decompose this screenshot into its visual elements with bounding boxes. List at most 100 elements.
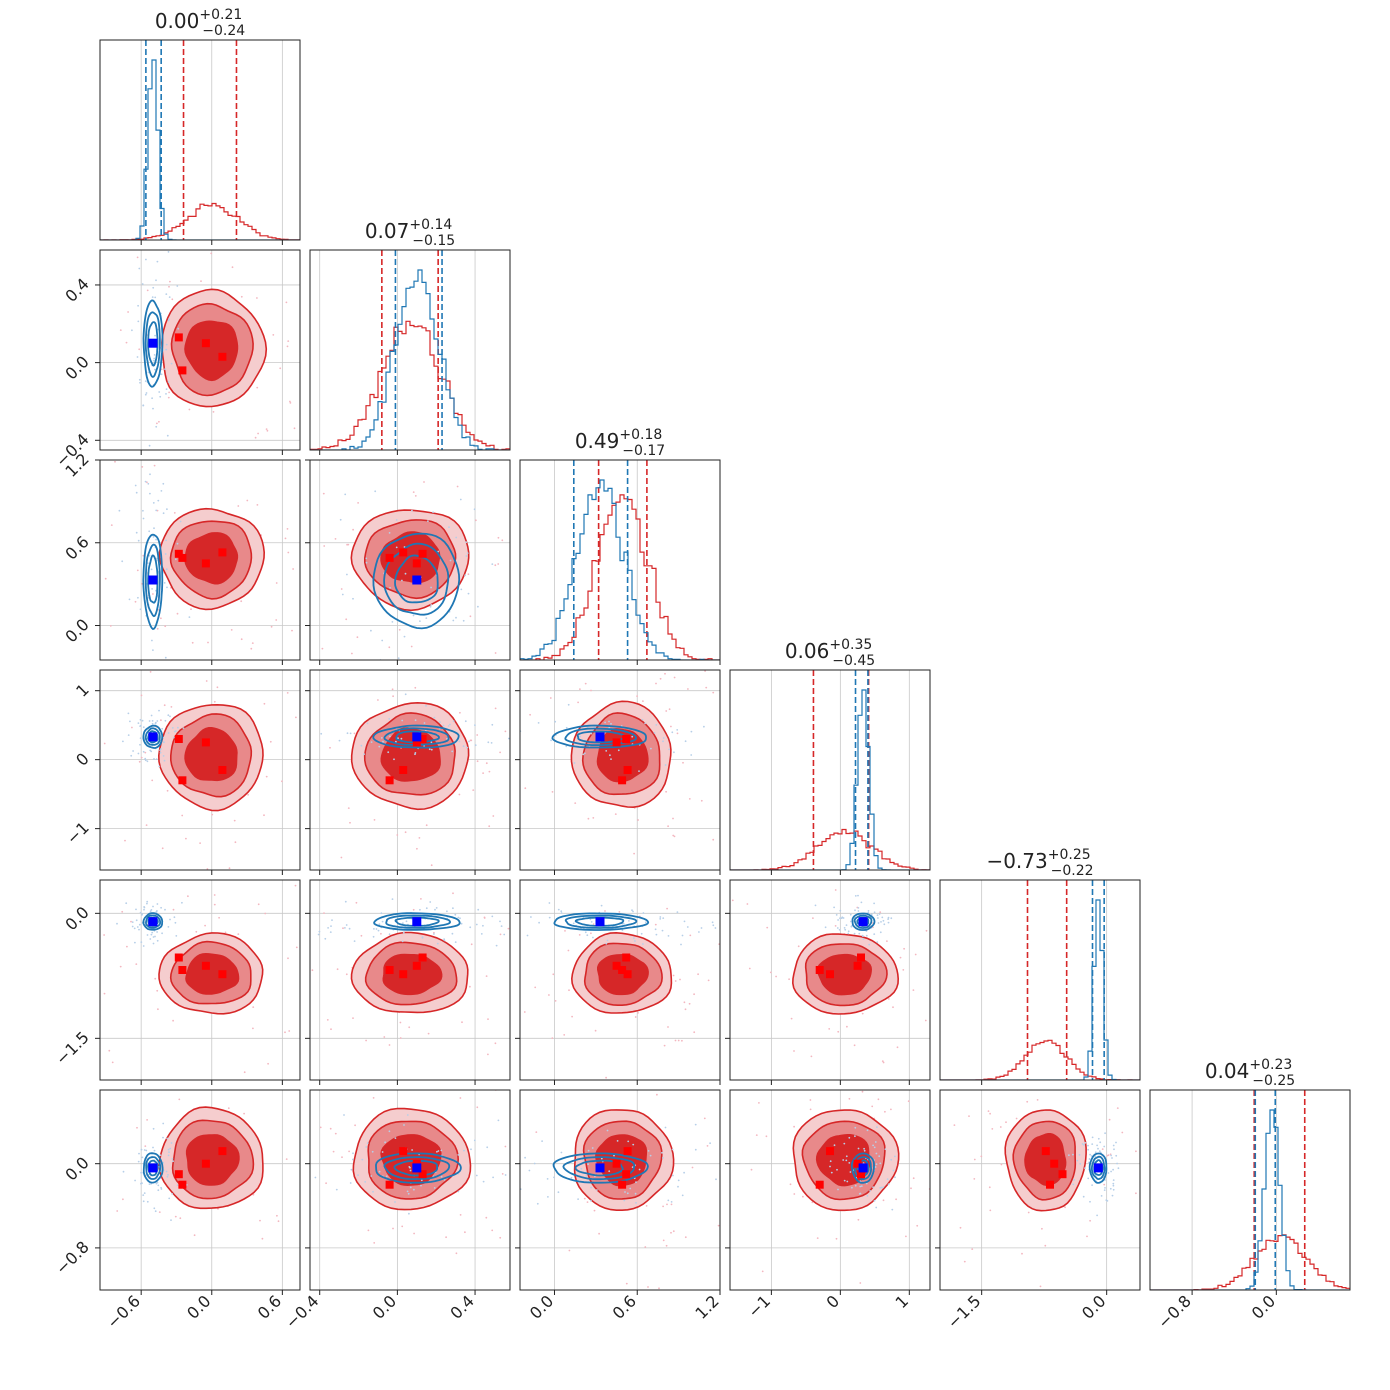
sample-point [1117, 1167, 1120, 1170]
density-contour-outer [350, 701, 470, 811]
sample-point [256, 504, 259, 506]
sample-point [156, 989, 159, 992]
sample-point [474, 724, 476, 726]
sample-point [621, 929, 624, 932]
sample-point [706, 1145, 709, 1147]
sample-point [989, 1209, 992, 1212]
sample-point [591, 1147, 594, 1149]
sample-point [174, 1215, 177, 1218]
truth-marker-red [618, 776, 627, 785]
title-minus: −0.24 [202, 23, 245, 39]
sample-point [1096, 1144, 1098, 1147]
sample-point [134, 600, 137, 603]
sample-point [154, 935, 156, 938]
sample-point [475, 923, 478, 926]
sample-point [526, 934, 529, 937]
title-plus: +0.25 [1048, 847, 1091, 863]
sample-point [854, 1135, 856, 1138]
sample-point [987, 1110, 990, 1112]
y-tick-label: −0.8 [52, 1237, 93, 1278]
sample-point [144, 757, 147, 760]
truth-marker-blue [148, 917, 158, 927]
sample-point [460, 588, 463, 591]
sample-point [925, 929, 928, 932]
sample-point [139, 718, 142, 721]
sample-point [266, 1083, 268, 1085]
sample-point [458, 793, 461, 796]
sample-point [857, 1218, 860, 1221]
sample-point [443, 1178, 446, 1181]
truth-marker-red [218, 766, 227, 774]
sample-point [270, 625, 273, 628]
sample-point [414, 686, 417, 689]
sample-point [514, 956, 516, 958]
sample-point [345, 618, 348, 621]
sample-point [1036, 1099, 1039, 1101]
sample-point [171, 1158, 174, 1160]
sample-point [936, 876, 938, 878]
truth-marker-red [815, 1180, 824, 1189]
sample-point [968, 1115, 970, 1117]
sample-point [590, 689, 592, 692]
sample-point [140, 756, 143, 759]
sample-point [677, 1179, 680, 1182]
sample-point [642, 912, 645, 914]
sample-point [662, 1157, 664, 1159]
sample-point [158, 391, 161, 393]
truth-marker-blue [148, 1163, 158, 1173]
panel-content [520, 1090, 720, 1290]
sample-point [401, 940, 404, 943]
sample-point [129, 720, 131, 723]
sample-point [139, 743, 141, 746]
sample-point [158, 1211, 161, 1213]
sample-point [144, 380, 147, 383]
sample-point [638, 770, 640, 772]
sample-point [523, 1011, 526, 1013]
sample-point [370, 1175, 373, 1177]
x-tick-label: 0.0 [526, 1291, 557, 1322]
sample-point [149, 492, 151, 495]
sample-point [877, 922, 880, 924]
sample-point [837, 1188, 839, 1191]
panel-frame [99, 1089, 301, 1291]
sample-point [451, 932, 454, 935]
sample-point [560, 912, 563, 914]
sample-point [103, 742, 106, 745]
panel-frame [309, 879, 511, 1081]
density-contour-mid [145, 914, 161, 929]
sample-point [452, 892, 454, 895]
sample-point [383, 1036, 386, 1038]
sample-point [552, 874, 554, 876]
panel-title-4: −0.73+0.25 −0.22 [986, 847, 1093, 879]
sample-point [673, 835, 676, 838]
sample-point [475, 519, 477, 522]
sample-point [971, 1248, 974, 1250]
sample-point [135, 908, 137, 911]
sample-point [703, 1117, 706, 1120]
sample-point [303, 1241, 305, 1243]
sample-point [170, 1219, 172, 1221]
x-tick-label: −1 [744, 1291, 774, 1321]
sample-point [537, 722, 540, 724]
sample-point [1135, 1150, 1137, 1153]
title-plus: +0.21 [199, 7, 242, 23]
sample-point [436, 1150, 438, 1153]
density-contour-outer [792, 1109, 900, 1212]
sample-point [873, 1199, 876, 1202]
sample-point [408, 1026, 411, 1029]
sample-point [373, 928, 375, 930]
sample-point [717, 1224, 720, 1227]
sample-point [662, 1205, 664, 1208]
sample-point [127, 734, 130, 736]
sample-point [593, 1209, 596, 1212]
sample-point [1103, 1183, 1106, 1186]
sample-point [429, 901, 432, 903]
sample-point [250, 647, 253, 650]
sample-point [632, 1143, 635, 1146]
sample-point [392, 695, 394, 698]
sample-point [394, 1201, 396, 1203]
sample-point [860, 901, 863, 904]
sample-point [455, 1252, 458, 1255]
sample-point [52, 1126, 54, 1128]
sample-point [288, 1030, 291, 1032]
